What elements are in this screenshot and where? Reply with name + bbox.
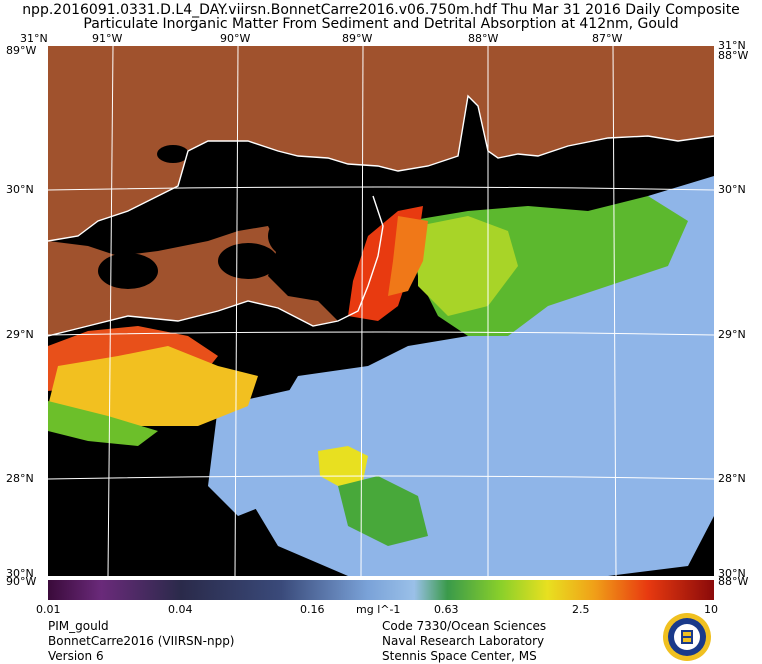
footer-org-code: Code 7330/Ocean Sciences — [382, 619, 547, 633]
lat-label-28n-left: 28°N — [6, 472, 34, 485]
plume-central-green — [338, 476, 428, 546]
satellite-map[interactable] — [48, 46, 714, 576]
colorbar-tick: 0.04 — [168, 603, 193, 616]
coastline-delta — [48, 195, 384, 337]
lon-label-87w: 87°W — [592, 32, 623, 45]
lake-shape — [185, 216, 221, 236]
nrl-seal-icon — [663, 613, 711, 661]
lat-label-30n-right: 30°N — [718, 183, 746, 196]
lat-label-29n-right: 29°N — [718, 328, 746, 341]
corner-label-top-left-lon: 89°W — [6, 44, 37, 57]
lake-pontchartrain — [268, 211, 338, 261]
product-filename-title: npp.2016091.0331.D.L4_DAY.viirsn.BonnetC… — [22, 2, 740, 18]
colorbar-tick: 2.5 — [572, 603, 590, 616]
footer-org-name: Naval Research Laboratory — [382, 634, 545, 648]
corner-label-top-right-lon: 88°W — [718, 49, 749, 62]
colorbar-tick: 10 — [704, 603, 718, 616]
coastline — [48, 94, 714, 242]
corner-label-bottom-right-lon: 88°W — [718, 575, 749, 588]
plume-west-green — [48, 401, 158, 446]
bay-shape — [98, 253, 158, 289]
corner-label-top-left-lat: 31°N — [20, 32, 48, 45]
colorbar-units: mg l^-1 — [356, 603, 401, 616]
colorbar-tick: 0.63 — [434, 603, 459, 616]
lat-label-30n-left: 30°N — [6, 183, 34, 196]
corner-label-bottom-left-lat: 30°N — [6, 567, 34, 580]
footer-region-sensor: BonnetCarre2016 (VIIRSN-npp) — [48, 634, 235, 648]
lat-label-28n-right: 28°N — [718, 472, 746, 485]
footer-org-location: Stennis Space Center, MS — [382, 649, 537, 663]
lake-shape — [218, 243, 278, 279]
corner-label-top-right-lat: 31°N — [718, 39, 746, 52]
lat-label-29n-left: 29°N — [6, 328, 34, 341]
product-description-title: Particulate Inorganic Matter From Sedime… — [83, 16, 679, 32]
corner-label-bottom-right-lat: 30°N — [718, 567, 746, 580]
lon-label-90w: 90°W — [220, 32, 251, 45]
colorbar-tick: 0.16 — [300, 603, 325, 616]
plume-orange-delta — [388, 216, 428, 296]
footer-version: Version 6 — [48, 649, 104, 663]
colorbar-tick: 0.01 — [36, 603, 61, 616]
lon-label-88w: 88°W — [468, 32, 499, 45]
lon-label-89w: 89°W — [342, 32, 373, 45]
lon-label-91w: 91°W — [92, 32, 123, 45]
plume-yellowgreen — [418, 216, 518, 316]
plume-west-yellow — [48, 346, 258, 426]
corner-label-bottom-left-lon: 90°W — [6, 575, 37, 588]
lake-shape — [157, 145, 189, 163]
graticule — [48, 46, 714, 576]
land-mass — [48, 46, 714, 336]
colorbar — [48, 580, 714, 600]
footer-product-name: PIM_gould — [48, 619, 109, 633]
